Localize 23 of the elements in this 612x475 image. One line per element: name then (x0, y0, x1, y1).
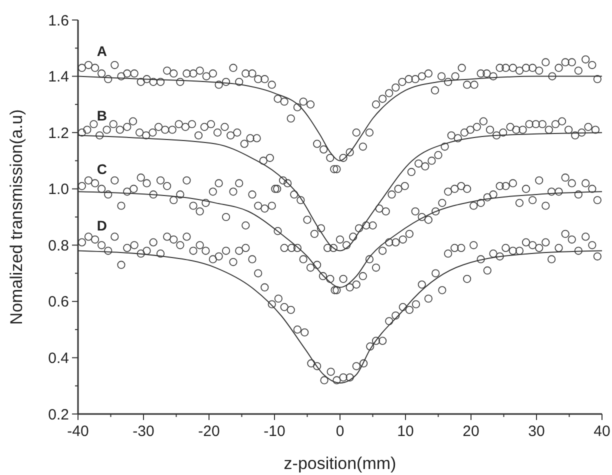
x-tick-label: -20 (198, 423, 220, 440)
y-tick-label: 1.2 (48, 124, 69, 142)
y-tick-label: 1.6 (48, 12, 69, 30)
x-tick-label: 30 (528, 423, 545, 440)
y-tick-label: 0.2 (48, 406, 69, 424)
x-tick-label: -40 (67, 423, 89, 440)
y-tick-label: 1.4 (48, 68, 69, 86)
x-tick-label: 40 (594, 423, 610, 440)
y-axis-title: Nomalized transmission(a.u) (7, 109, 26, 325)
series-label: C (96, 161, 107, 178)
series-label: B (96, 108, 107, 124)
x-tick-label: 20 (462, 423, 480, 440)
x-tick-label: -30 (132, 423, 154, 440)
x-tick-label: -10 (264, 423, 286, 440)
series-label: D (96, 217, 107, 234)
series-label: A (96, 42, 107, 59)
y-tick-label: 0.4 (48, 350, 69, 367)
y-tick-label: 0.8 (48, 237, 69, 254)
y-tick-label: 1.0 (48, 181, 69, 198)
x-axis-title: z-position(mm) (284, 454, 396, 473)
x-tick-label: 10 (397, 423, 414, 440)
y-tick-label: 0.6 (48, 294, 69, 311)
x-tick-label: 0 (336, 423, 344, 440)
